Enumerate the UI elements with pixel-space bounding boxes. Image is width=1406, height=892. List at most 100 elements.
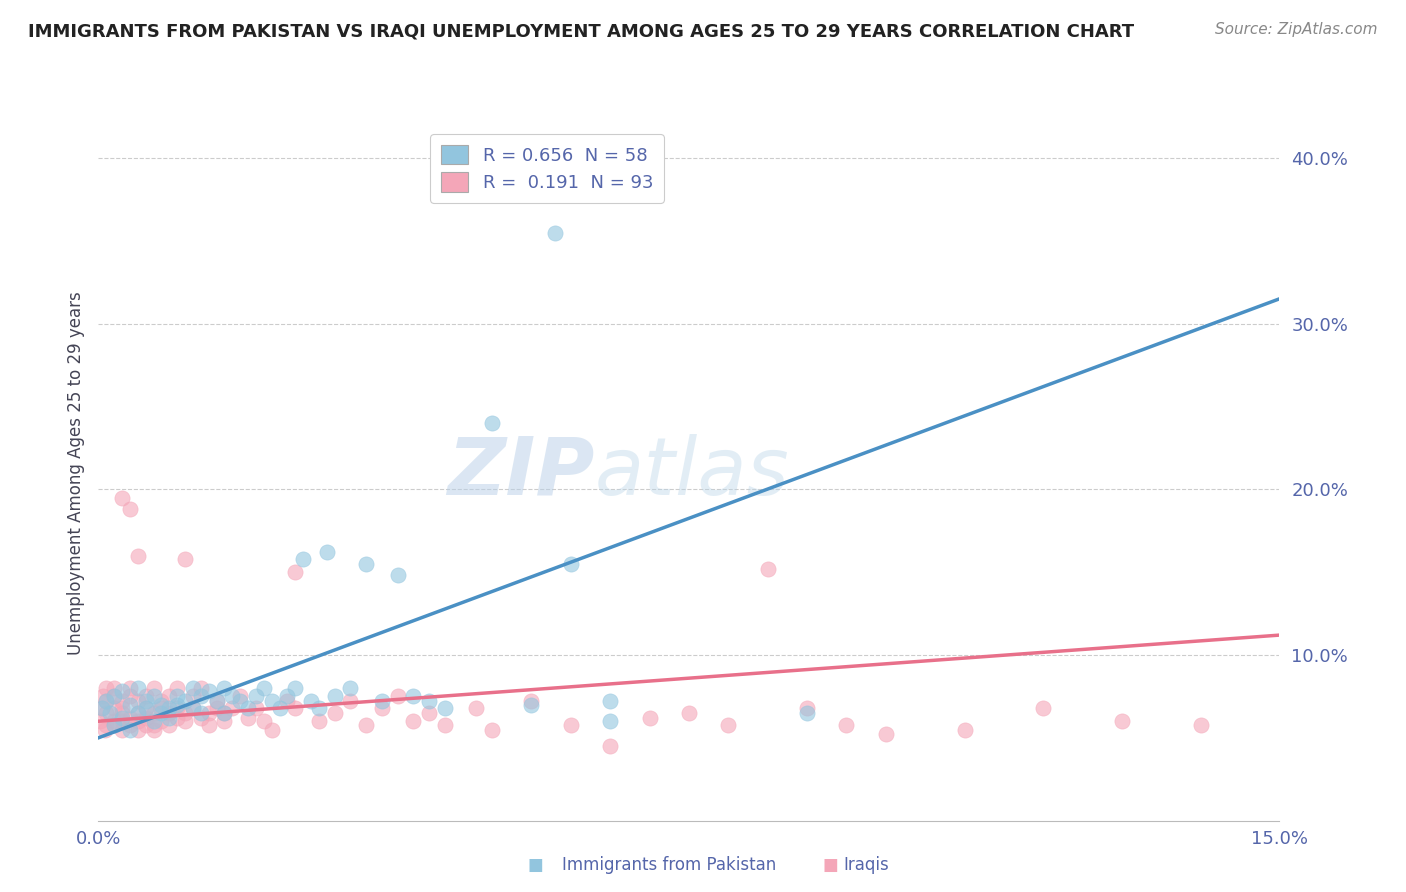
Point xyxy=(166,681,188,695)
Point xyxy=(91,690,114,704)
Point xyxy=(190,711,212,725)
Point xyxy=(371,694,394,708)
Point xyxy=(236,711,259,725)
Point xyxy=(276,694,298,708)
Point xyxy=(323,690,346,704)
Point xyxy=(103,717,125,731)
Point xyxy=(284,681,307,695)
Text: Iraqis: Iraqis xyxy=(844,856,890,874)
Point xyxy=(150,714,173,729)
Point xyxy=(214,706,236,720)
Point xyxy=(142,723,165,737)
Point xyxy=(181,701,204,715)
Point xyxy=(284,701,307,715)
Point xyxy=(96,706,118,720)
Point xyxy=(118,502,141,516)
Point xyxy=(371,701,394,715)
Point xyxy=(835,717,858,731)
Point xyxy=(157,690,180,704)
Point xyxy=(796,701,818,715)
Point xyxy=(90,701,112,715)
Point xyxy=(166,690,188,704)
Point xyxy=(315,545,337,559)
Point xyxy=(190,706,212,720)
Point xyxy=(103,690,125,704)
Point xyxy=(433,701,456,715)
Point xyxy=(127,723,149,737)
Point xyxy=(214,681,236,695)
Point xyxy=(678,706,700,720)
Point xyxy=(197,684,219,698)
Text: ■: ■ xyxy=(823,856,838,874)
Point xyxy=(111,711,134,725)
Point xyxy=(402,690,425,704)
Point xyxy=(142,717,165,731)
Text: IMMIGRANTS FROM PAKISTAN VS IRAQI UNEMPLOYMENT AMONG AGES 25 TO 29 YEARS CORRELA: IMMIGRANTS FROM PAKISTAN VS IRAQI UNEMPL… xyxy=(28,22,1135,40)
Point xyxy=(756,562,779,576)
Point xyxy=(118,681,141,695)
Point xyxy=(308,701,330,715)
Point xyxy=(142,681,165,695)
Point xyxy=(599,714,621,729)
Point xyxy=(103,690,125,704)
Point xyxy=(253,714,276,729)
Point xyxy=(599,694,621,708)
Point xyxy=(174,694,197,708)
Point xyxy=(520,698,543,712)
Point xyxy=(260,723,283,737)
Point xyxy=(354,717,377,731)
Point xyxy=(299,694,322,708)
Point xyxy=(197,706,219,720)
Point xyxy=(157,711,180,725)
Point xyxy=(387,690,409,704)
Point xyxy=(174,706,197,720)
Point xyxy=(111,701,134,715)
Point xyxy=(127,706,149,720)
Point xyxy=(103,681,125,695)
Point xyxy=(118,717,141,731)
Point xyxy=(135,711,157,725)
Y-axis label: Unemployment Among Ages 25 to 29 years: Unemployment Among Ages 25 to 29 years xyxy=(66,291,84,655)
Point xyxy=(229,690,252,704)
Text: Source: ZipAtlas.com: Source: ZipAtlas.com xyxy=(1215,22,1378,37)
Point xyxy=(111,684,134,698)
Point xyxy=(387,568,409,582)
Point xyxy=(308,714,330,729)
Point xyxy=(190,681,212,695)
Point xyxy=(953,723,976,737)
Point xyxy=(174,714,197,729)
Point xyxy=(205,694,228,708)
Point xyxy=(127,681,149,695)
Point xyxy=(481,416,503,430)
Point xyxy=(135,701,157,715)
Point xyxy=(111,723,134,737)
Point xyxy=(205,694,228,708)
Point xyxy=(269,701,291,715)
Point xyxy=(599,739,621,753)
Point xyxy=(150,706,173,720)
Point xyxy=(402,714,425,729)
Point xyxy=(96,681,118,695)
Point xyxy=(96,717,118,731)
Point xyxy=(245,690,267,704)
Legend: R = 0.656  N = 58, R =  0.191  N = 93: R = 0.656 N = 58, R = 0.191 N = 93 xyxy=(430,134,664,202)
Point xyxy=(276,690,298,704)
Point xyxy=(339,681,361,695)
Point xyxy=(111,694,134,708)
Point xyxy=(481,723,503,737)
Point xyxy=(245,701,267,715)
Point xyxy=(1111,714,1133,729)
Point xyxy=(157,706,180,720)
Text: atlas: atlas xyxy=(595,434,789,512)
Point xyxy=(1032,701,1054,715)
Point xyxy=(260,694,283,708)
Point xyxy=(118,711,141,725)
Point xyxy=(418,706,440,720)
Point xyxy=(284,565,307,579)
Point xyxy=(465,701,488,715)
Point xyxy=(127,549,149,563)
Point xyxy=(103,717,125,731)
Point xyxy=(638,711,661,725)
Point xyxy=(190,690,212,704)
Point xyxy=(214,714,236,729)
